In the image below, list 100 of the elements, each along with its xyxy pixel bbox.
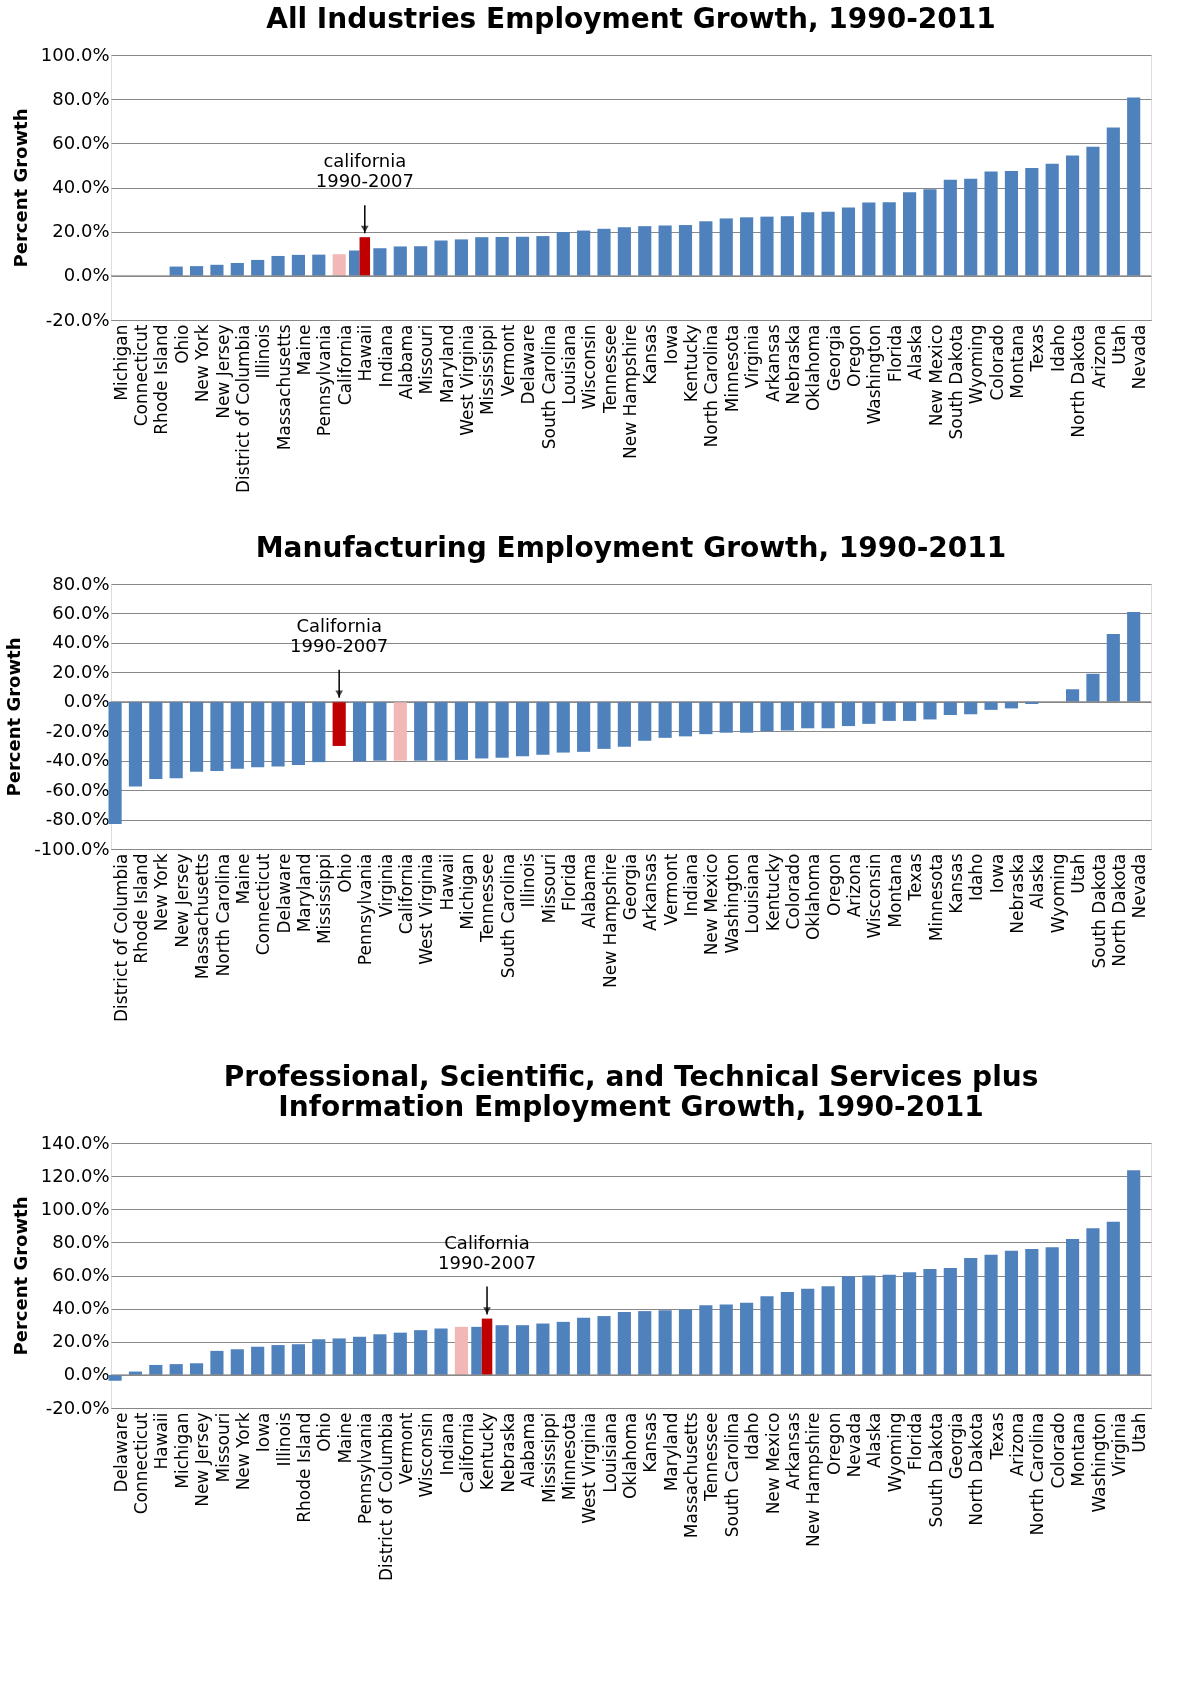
bar <box>373 248 387 276</box>
x-tick-label: Mississippi <box>477 324 498 416</box>
y-tick-label: 20.0% <box>52 220 110 242</box>
bar <box>536 236 550 276</box>
x-tick-label: Louisiana <box>599 1412 620 1493</box>
x-tick-label: Virginia <box>742 324 763 389</box>
bar <box>780 216 794 276</box>
bar <box>1086 146 1100 276</box>
y-axis-title: Percent Growth <box>9 1196 31 1356</box>
x-tick-label: New Jersey <box>212 324 233 419</box>
bar <box>1045 163 1059 276</box>
x-tick-label: Massachusetts <box>192 853 213 980</box>
x-tick-label: Arizona <box>1007 1412 1028 1477</box>
bar <box>291 254 305 276</box>
x-tick-label: West Virginia <box>416 853 437 965</box>
x-tick-label: Nevada <box>1129 324 1150 390</box>
x-tick-label: West Virginia <box>579 1412 600 1524</box>
x-tick-label: Texas <box>905 853 926 902</box>
x-tick-label: Virginia <box>1108 1412 1129 1477</box>
x-tick-label: Louisiana <box>558 324 579 405</box>
x-tick-label: Washington <box>864 324 885 425</box>
bar <box>903 1272 917 1375</box>
bar <box>251 701 265 768</box>
bar <box>617 227 631 276</box>
bar <box>882 202 896 276</box>
x-tick-label: Utah <box>1108 324 1129 365</box>
y-tick-label: 80.0% <box>52 572 110 594</box>
y-tick-label: -20.0% <box>45 308 110 330</box>
bar <box>359 237 371 276</box>
x-tick-label: Pennsylvania <box>355 1412 376 1525</box>
bar <box>943 701 957 716</box>
bar <box>841 207 856 276</box>
bar <box>1004 170 1019 276</box>
x-tick-label: Texas <box>986 1412 1007 1461</box>
bar <box>169 701 183 779</box>
x-tick-label: Kentucky <box>477 1412 498 1491</box>
x-tick-label: New Hampshire <box>620 324 640 459</box>
x-tick-label: Pennsylvania <box>355 853 376 966</box>
x-tick-label: Indiana <box>681 853 702 917</box>
bar <box>882 701 896 721</box>
x-tick-label: Wisconsin <box>579 324 600 410</box>
x-tick-label: Hawaii <box>436 853 457 911</box>
y-tick-label: 80.0% <box>52 87 110 109</box>
bar <box>108 701 122 824</box>
bar <box>740 701 754 733</box>
x-tick-label: Kansas <box>640 324 661 385</box>
y-tick-label: -100.0% <box>34 837 110 859</box>
y-tick-label: 20.0% <box>52 660 110 682</box>
y-tick-label: -40.0% <box>45 749 110 771</box>
x-tick-label: Massachusetts <box>681 1412 702 1539</box>
annotation: California 1990-2007 <box>290 614 389 656</box>
bar <box>577 701 591 752</box>
x-tick-label: Kansas <box>640 1412 661 1473</box>
x-tick-label: New Mexico <box>925 324 946 427</box>
x-tick-label: New York <box>151 853 172 932</box>
bar <box>923 1268 937 1375</box>
bar <box>964 701 978 715</box>
x-tick-label: District of Columbia <box>110 853 131 1023</box>
bar <box>271 255 285 276</box>
x-tick-label: Indiana <box>375 324 396 388</box>
x-tick-label: Vermont <box>395 1412 416 1485</box>
bar <box>556 1321 570 1375</box>
x-tick-label: District of Columbia <box>375 1412 396 1582</box>
x-tick-label: Ohio <box>314 1412 335 1452</box>
x-tick-label: Michigan <box>457 853 478 930</box>
bar <box>189 266 204 276</box>
x-tick-label: North Carolina <box>1027 1412 1048 1536</box>
x-tick-label: South Carolina <box>497 853 518 979</box>
x-tick-label: South Carolina <box>721 1412 742 1538</box>
bar <box>1127 1170 1141 1375</box>
bar <box>943 179 957 276</box>
bar <box>108 1374 122 1381</box>
y-tick-label: 40.0% <box>52 176 110 197</box>
x-tick-label: Rhode Island <box>151 324 172 435</box>
x-tick-label: Wyoming <box>884 1412 905 1493</box>
chart-title: Manufacturing Employment Growth, 1990-2011 <box>255 531 1007 564</box>
bar <box>515 236 530 276</box>
bar <box>719 701 733 733</box>
x-tick-label: Utah <box>1068 853 1089 894</box>
bar <box>597 701 611 749</box>
x-tick-label: New York <box>192 324 213 403</box>
bar <box>312 701 326 763</box>
bar <box>740 1302 754 1375</box>
bar <box>801 701 815 729</box>
bar <box>740 217 754 276</box>
y-tick-label: -60.0% <box>45 778 110 800</box>
y-tick-label: 60.0% <box>52 1264 110 1285</box>
bar <box>678 701 693 737</box>
x-tick-label: New Jersey <box>192 1412 213 1507</box>
x-tick-label: Wisconsin <box>416 1412 437 1498</box>
x-tick-label: Maryland <box>294 853 315 933</box>
bar <box>984 1254 998 1375</box>
bar <box>434 240 448 276</box>
x-tick-label: Arkansas <box>762 324 783 402</box>
bar <box>556 232 570 276</box>
x-tick-label: Iowa <box>660 324 681 365</box>
bar <box>841 1276 856 1375</box>
x-tick-label: Maine <box>294 324 315 376</box>
bar <box>556 701 570 753</box>
x-tick-label: Colorado <box>986 324 1007 401</box>
